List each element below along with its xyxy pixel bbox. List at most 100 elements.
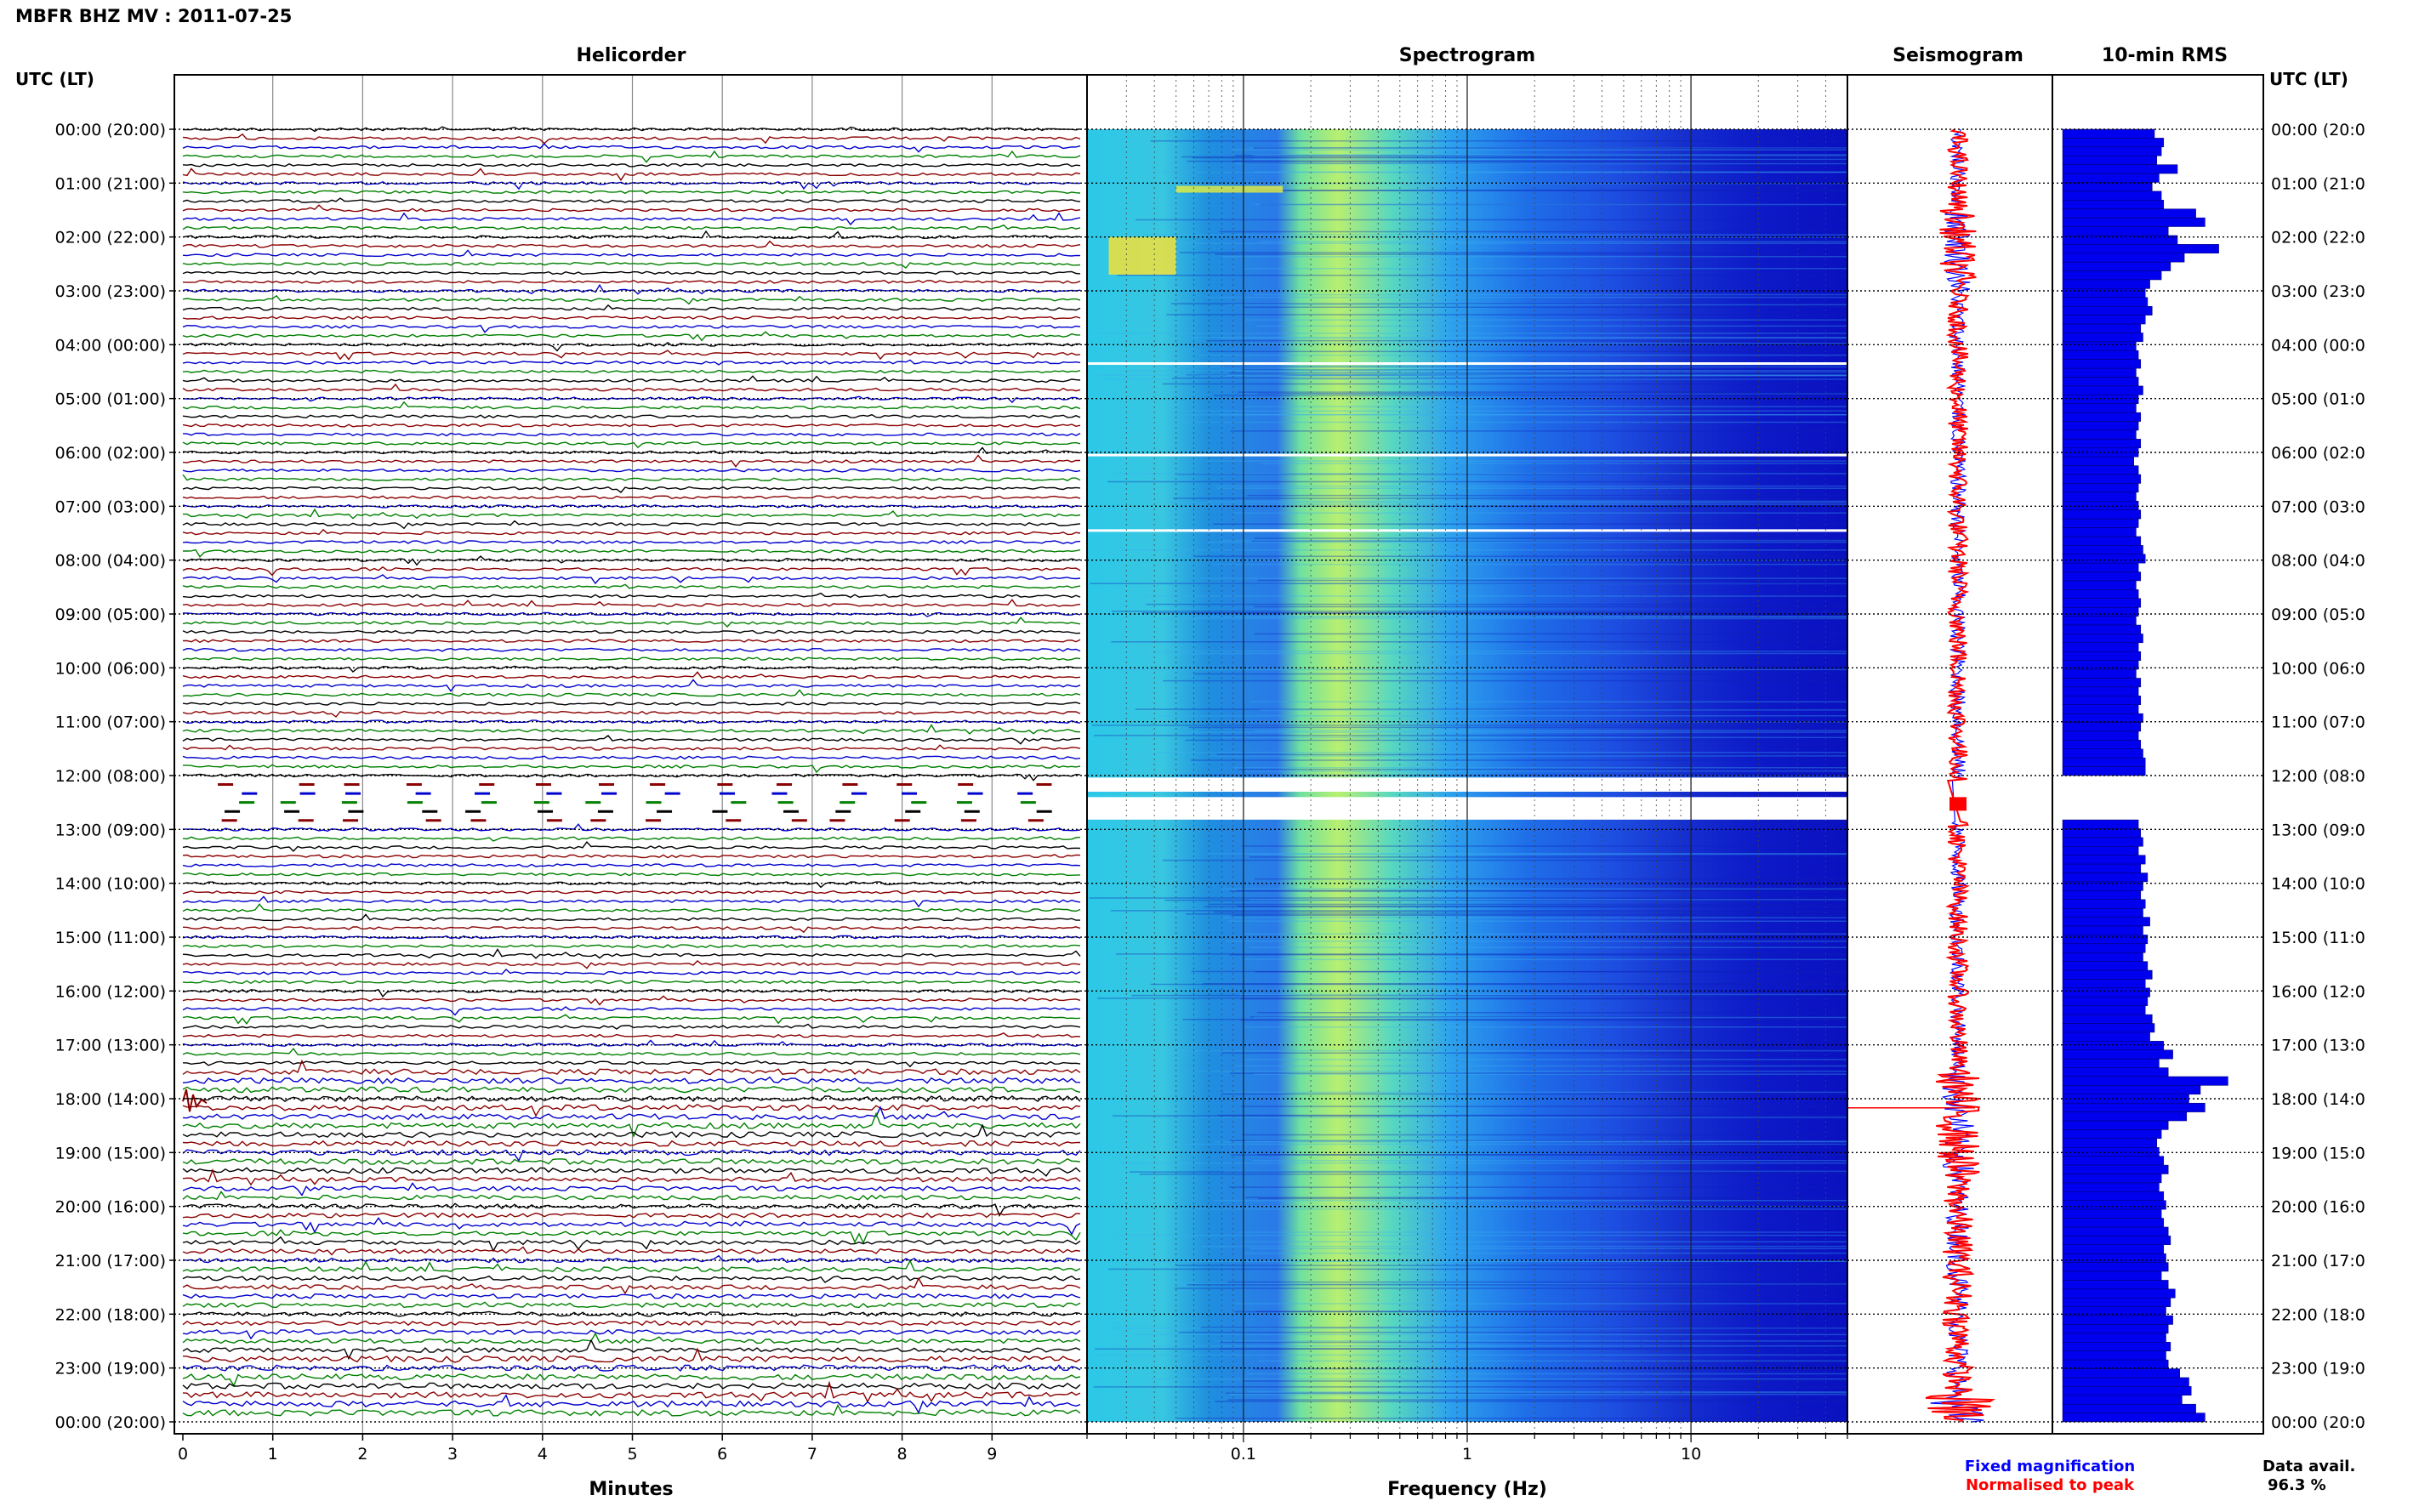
helicorder-trace <box>182 1320 1081 1327</box>
helicorder-trace <box>182 755 1081 760</box>
rms-bar <box>2062 722 2142 732</box>
helicorder-trace <box>182 212 1081 226</box>
helicorder-trace <box>182 702 1081 706</box>
helicorder-trace <box>182 944 1081 948</box>
helicorder-trace <box>182 841 1081 852</box>
helicorder-trace <box>182 468 1081 473</box>
rms-bar <box>2062 155 2157 165</box>
helicorder-trace <box>182 270 1081 276</box>
rms-bar <box>2062 1102 2206 1112</box>
rms-bar <box>2062 288 2146 298</box>
data-availability-label: Data avail. <box>2262 1458 2355 1475</box>
right-time-label: 20:00 (16:0 <box>2271 1198 2365 1217</box>
spectrogram-x-label: Frequency (Hz) <box>1387 1479 1547 1500</box>
right-time-label: 14:00 (10:0 <box>2271 875 2365 894</box>
helicorder-trace <box>182 1047 1081 1056</box>
helicorder-trace <box>182 1140 1081 1147</box>
helicorder-trace <box>182 1236 1081 1253</box>
right-time-label: 06:00 (02:0 <box>2271 444 2365 463</box>
helicorder-trace <box>182 423 1081 428</box>
helicorder-trace <box>182 1339 1081 1361</box>
rms-bar <box>2062 1386 2192 1396</box>
helicorder-trace <box>182 679 1081 692</box>
helicorder-trace <box>182 294 1081 305</box>
helicorder-x-tick: 5 <box>627 1445 637 1464</box>
helicorder-trace <box>182 432 1081 437</box>
rms-bar <box>2062 704 2139 714</box>
rms-bar <box>2062 305 2153 315</box>
seismogram-normalised-trace <box>1925 128 1996 1423</box>
panel-frames <box>174 74 2264 1435</box>
rms-bar <box>2062 1244 2165 1254</box>
helicorder-trace <box>182 1347 1081 1363</box>
right-time-label: 07:00 (03:0 <box>2271 497 2365 516</box>
helicorder-trace <box>182 854 1081 859</box>
rms-bar <box>2062 1156 2165 1166</box>
rms-bar <box>2062 1368 2180 1378</box>
helicorder-trace <box>182 935 1081 940</box>
rms-bar <box>2062 173 2160 183</box>
helicorder-trace <box>183 549 1081 558</box>
helicorder-x-tick: 2 <box>357 1445 367 1464</box>
rms-bar <box>2062 412 2142 422</box>
helicorder-x-tick: 6 <box>717 1445 727 1464</box>
helicorder-trace <box>182 895 1081 908</box>
rms-bar <box>2062 686 2139 696</box>
right-time-axis-title: UTC (LT) <box>2269 69 2348 89</box>
rms-bar <box>2062 766 2146 776</box>
spectrogram-title: Spectrogram <box>1399 45 1535 66</box>
helicorder-trace <box>182 1373 1081 1387</box>
helicorder-trace <box>182 1006 1081 1016</box>
helicorder-trace <box>182 369 1081 374</box>
left-time-label: 11:00 (07:00) <box>55 713 166 732</box>
rms-bar <box>2062 554 2146 564</box>
helicorder-trace <box>182 665 1081 673</box>
left-time-label: 08:00 (04:00) <box>55 552 166 571</box>
rms-bar <box>2062 1049 2173 1060</box>
left-time-axis-title: UTC (LT) <box>15 69 94 89</box>
rms-bar <box>2062 367 2137 378</box>
helicorder-trace <box>182 872 1081 877</box>
helicorder-trace <box>182 735 1081 745</box>
helicorder-title: Helicorder <box>577 45 686 66</box>
helicorder-trace <box>182 1103 1081 1117</box>
rms-bar <box>2062 465 2139 475</box>
helicorder-trace <box>182 1123 1081 1139</box>
rms-bar <box>2062 501 2139 510</box>
helicorder-trace <box>182 1157 1081 1165</box>
rms-bar <box>2062 1014 2153 1024</box>
helicorder-trace <box>182 926 1081 934</box>
helicorder-trace <box>182 401 1081 410</box>
right-time-labels: 00:00 (20:0 01:00 (21:0 02:00 (22:0 03:00 (… <box>2271 121 2365 1432</box>
helicorder-trace <box>182 583 1081 590</box>
right-time-label: 04:00 (00:0 <box>2271 336 2365 355</box>
rms-bar <box>2062 696 2142 705</box>
helicorder-trace <box>182 133 1081 145</box>
helicorder-trace <box>182 240 1081 248</box>
rms-bar <box>2062 350 2139 360</box>
rms-frame <box>2052 74 2264 1435</box>
rms-bar <box>2062 1164 2169 1174</box>
rms-bar <box>2062 1076 2228 1086</box>
rms-bar <box>2062 536 2142 546</box>
rms-bar <box>2062 509 2142 520</box>
rms-bar <box>2062 1280 2169 1290</box>
rms-bar <box>2062 873 2149 883</box>
helicorder-x-tick: 0 <box>178 1445 188 1464</box>
rms-bar <box>2062 1041 2165 1050</box>
rms-bar <box>2062 1350 2166 1361</box>
rms-bar <box>2062 1111 2188 1122</box>
rms-bar <box>2062 315 2146 325</box>
helicorder-trace <box>182 204 1081 213</box>
helicorder-trace <box>182 359 1081 366</box>
left-time-label: 02:00 (22:00) <box>55 229 166 247</box>
helicorder-trace <box>182 744 1081 751</box>
rms-bar <box>2062 1324 2169 1334</box>
rms-bar <box>2062 385 2143 395</box>
rms-bar <box>2062 1226 2169 1236</box>
left-time-label: 06:00 (02:00) <box>55 444 166 463</box>
helicorder-trace <box>182 1332 1081 1344</box>
rms-bar <box>2062 969 2153 980</box>
seismogram-title: Seismogram <box>1893 45 2023 66</box>
right-time-label: 21:00 (17:0 <box>2271 1252 2365 1270</box>
